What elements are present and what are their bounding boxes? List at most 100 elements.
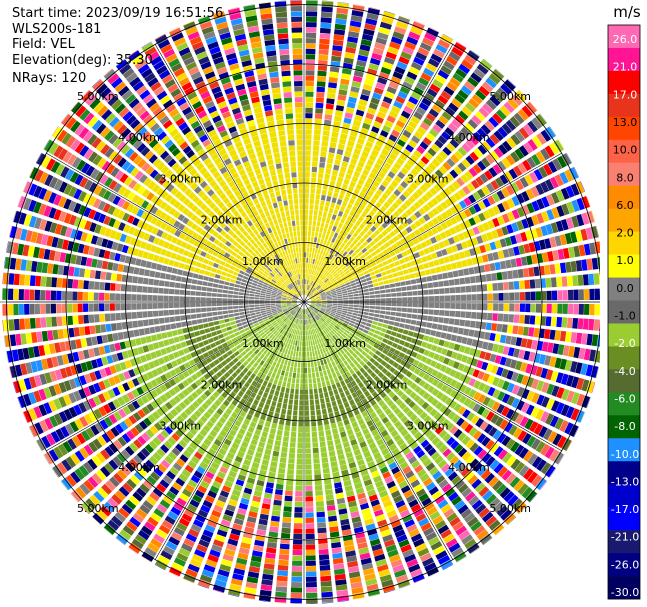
velocity-gate xyxy=(541,291,547,301)
velocity-gate xyxy=(322,284,327,289)
velocity-gate xyxy=(262,392,269,399)
velocity-gate xyxy=(544,264,551,275)
velocity-gate xyxy=(325,271,330,277)
velocity-gate xyxy=(269,365,275,372)
velocity-gate xyxy=(353,188,360,196)
velocity-gate xyxy=(343,178,350,185)
velocity-gate xyxy=(457,406,467,416)
velocity-gate xyxy=(316,304,322,306)
velocity-gate xyxy=(366,344,373,350)
velocity-gate xyxy=(318,312,323,317)
velocity-gate xyxy=(582,318,589,330)
velocity-gate xyxy=(473,330,480,338)
velocity-gate xyxy=(508,424,518,436)
velocity-gate xyxy=(504,236,512,247)
velocity-gate xyxy=(507,247,515,257)
velocity-gate xyxy=(474,482,486,493)
velocity-gate xyxy=(265,305,271,308)
velocity-gate xyxy=(438,444,448,454)
velocity-gate xyxy=(444,310,450,317)
velocity-gate xyxy=(382,61,394,70)
velocity-gate xyxy=(487,253,494,262)
velocity-gate xyxy=(142,311,148,318)
velocity-gate xyxy=(239,315,246,319)
velocity-gate xyxy=(323,206,329,213)
velocity-gate xyxy=(271,400,277,407)
velocity-gate xyxy=(264,421,271,428)
velocity-gate xyxy=(323,473,331,480)
velocity-gate xyxy=(465,155,475,165)
velocity-gate xyxy=(304,166,311,172)
velocity-gate xyxy=(576,214,585,227)
velocity-gate xyxy=(304,351,307,358)
velocity-gate xyxy=(287,404,293,410)
velocity-gate xyxy=(467,474,478,485)
velocity-gate xyxy=(467,119,478,130)
velocity-gate xyxy=(402,129,412,139)
velocity-gate xyxy=(390,180,399,188)
velocity-gate xyxy=(379,310,386,315)
velocity-gate xyxy=(336,99,346,107)
velocity-gate xyxy=(309,306,314,310)
velocity-gate xyxy=(584,304,590,315)
velocity-gate xyxy=(497,215,505,226)
velocity-gate xyxy=(328,362,333,369)
velocity-gate xyxy=(561,276,568,287)
velocity-gate xyxy=(431,252,438,260)
velocity-gate xyxy=(544,145,555,158)
velocity-gate xyxy=(294,362,298,368)
velocity-gate xyxy=(468,427,478,437)
velocity-gate xyxy=(370,298,376,302)
velocity-gate xyxy=(561,388,570,401)
velocity-gate xyxy=(328,283,333,288)
velocity-gate xyxy=(504,171,514,182)
velocity-gate xyxy=(328,147,336,154)
velocity-gate xyxy=(346,41,358,49)
velocity-gate xyxy=(593,319,600,331)
velocity-gate xyxy=(511,209,520,220)
velocity-gate xyxy=(334,110,344,117)
velocity-gate xyxy=(444,229,452,238)
velocity-gate xyxy=(342,212,348,219)
velocity-gate xyxy=(538,166,548,178)
velocity-gate xyxy=(485,493,497,505)
velocity-gate xyxy=(337,503,347,510)
velocity-gate xyxy=(517,162,527,174)
velocity-gate xyxy=(415,278,422,284)
velocity-gate xyxy=(341,265,347,271)
velocity-gate xyxy=(535,114,547,127)
velocity-gate xyxy=(452,234,460,243)
velocity-gate xyxy=(380,298,386,302)
velocity-gate xyxy=(317,216,322,222)
velocity-gate xyxy=(351,80,362,88)
velocity-gate xyxy=(439,295,445,302)
velocity-gate xyxy=(386,86,397,95)
velocity-gate xyxy=(364,338,370,344)
velocity-gate xyxy=(315,495,324,502)
velocity-gate xyxy=(578,347,586,360)
velocity-gate xyxy=(541,341,549,352)
velocity-gate xyxy=(417,308,424,314)
velocity-gate xyxy=(318,287,323,292)
velocity-gate xyxy=(324,234,329,241)
velocity-gate xyxy=(393,162,402,170)
velocity-gate xyxy=(359,263,366,269)
velocity-gate xyxy=(552,158,562,171)
velocity-gate xyxy=(531,154,541,166)
velocity-gate xyxy=(133,329,140,337)
velocity-gate xyxy=(495,483,507,495)
velocity-gate xyxy=(438,355,445,363)
velocity-gate xyxy=(322,211,328,218)
velocity-gate xyxy=(83,314,89,324)
velocity-gate xyxy=(304,341,306,347)
velocity-gate xyxy=(314,293,320,297)
velocity-gate xyxy=(396,292,402,297)
velocity-gate xyxy=(329,66,340,73)
velocity-gate xyxy=(330,367,335,374)
velocity-gate xyxy=(440,65,452,75)
velocity-gate xyxy=(364,181,371,189)
velocity-gate xyxy=(319,281,324,286)
velocity-gate xyxy=(307,279,310,285)
velocity-gate xyxy=(514,303,520,312)
velocity-gate xyxy=(374,42,386,51)
